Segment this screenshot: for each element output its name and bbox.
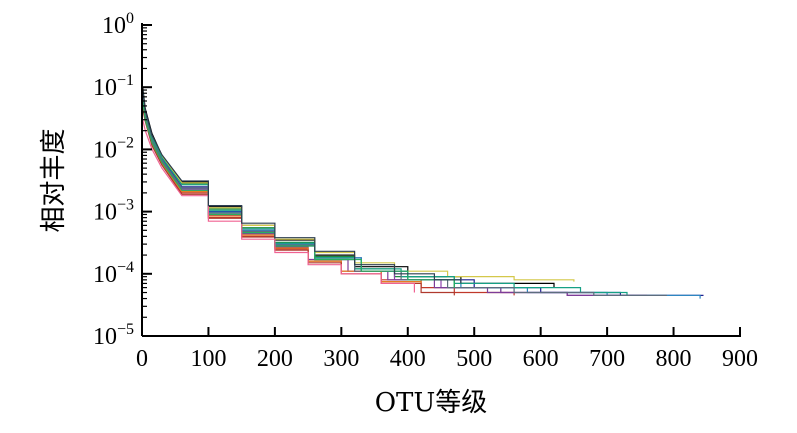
series-line-14 xyxy=(142,119,415,293)
x-tick-label: 500 xyxy=(456,346,492,372)
ticks: 0 100 200 300 400 500 600 700 800 900 100 10−1 10−2 1… xyxy=(93,10,758,372)
y-tick-label: 10−3 xyxy=(93,197,134,226)
x-tick-label: 400 xyxy=(390,346,426,372)
x-tick-label: 0 xyxy=(136,346,148,372)
y-tick-label: 10−4 xyxy=(93,259,134,288)
y-axis-label: 相对丰度 xyxy=(39,128,69,232)
x-tick-label: 600 xyxy=(523,346,559,372)
x-tick-label: 800 xyxy=(656,346,692,372)
axes xyxy=(141,23,741,337)
series-line-4 xyxy=(142,105,515,296)
x-tick-label: 700 xyxy=(589,346,625,372)
series-layer xyxy=(142,87,704,299)
series-line-15 xyxy=(142,89,462,284)
series-line-2 xyxy=(142,96,704,296)
x-tick-label: 900 xyxy=(722,346,758,372)
y-tick-label: 100 xyxy=(102,10,134,39)
x-tick-label: 200 xyxy=(257,346,293,372)
series-line-12 xyxy=(142,96,667,296)
x-tick-label: 300 xyxy=(323,346,359,372)
x-axis-label: OTU等级 xyxy=(375,388,488,418)
y-tick-label: 10−5 xyxy=(93,321,134,350)
y-tick-label: 10−2 xyxy=(93,134,134,163)
x-tick-label: 100 xyxy=(190,346,226,372)
series-line-7 xyxy=(142,94,701,299)
y-tick-label: 10−1 xyxy=(93,72,134,101)
